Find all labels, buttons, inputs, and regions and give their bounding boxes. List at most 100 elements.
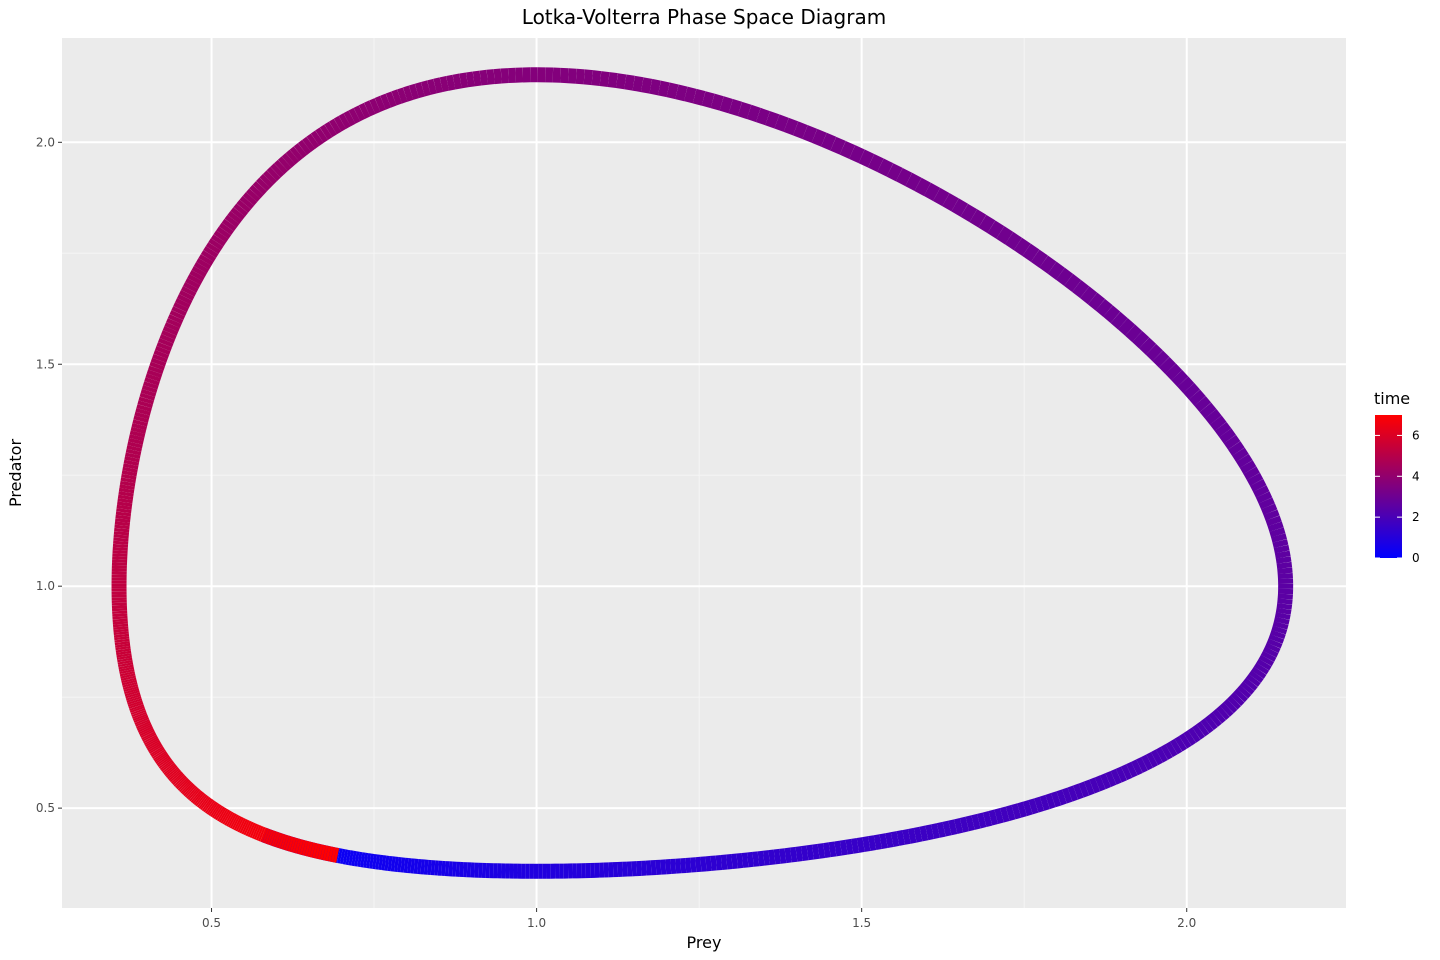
trajectory-segment: [140, 729, 155, 739]
trajectory-segment: [459, 72, 469, 89]
trajectory-segment: [213, 805, 224, 820]
trajectory-segment: [1236, 684, 1252, 699]
trajectory-segment: [180, 781, 193, 794]
trajectory-segment: [811, 843, 820, 860]
trajectory-segment: [218, 222, 234, 236]
trajectory-segment: [123, 459, 140, 467]
trajectory-segment: [599, 71, 610, 87]
trajectory-segment: [567, 68, 577, 84]
trajectory-segment: [779, 848, 787, 864]
trajectory-segment: [1200, 718, 1214, 734]
trajectory-segment: [131, 709, 147, 718]
x-tick-label: 1.0: [527, 916, 546, 930]
trajectory-segment: [1256, 658, 1272, 671]
trajectory-segment: [965, 815, 975, 832]
trajectory-segment: [1089, 777, 1101, 794]
trajectory-segment: [640, 77, 653, 94]
trajectory-segment: [338, 113, 351, 129]
legend-label: 2: [1412, 510, 1420, 524]
trajectory-segment: [353, 105, 366, 122]
trajectory-segment: [1276, 602, 1293, 610]
trajectory-segment: [330, 847, 337, 863]
trajectory-segment: [252, 181, 267, 195]
trajectory-segment: [789, 846, 798, 863]
trajectory-segment: [486, 69, 495, 85]
trajectory-segment: [145, 739, 161, 749]
trajectory-segment: [253, 825, 262, 840]
trajectory-segment: [737, 101, 752, 120]
trajectory-segment: [867, 153, 884, 173]
trajectory-segment: [408, 83, 420, 100]
trajectory-segment: [143, 381, 159, 390]
trajectory-segment: [310, 130, 324, 146]
trajectory-segment: [264, 829, 272, 844]
trajectory-segment: [122, 681, 138, 688]
trajectory-segment: [1145, 343, 1163, 362]
trajectory-segment: [172, 773, 185, 786]
trajectory-segment: [666, 82, 679, 100]
trajectory-segment: [999, 806, 1010, 823]
trajectory-segment: [144, 377, 160, 386]
trajectory-segment: [575, 68, 585, 85]
trajectory-segment: [397, 87, 408, 104]
trajectory-segment: [233, 816, 243, 831]
trajectory-segment: [139, 727, 154, 737]
trajectory-segment: [130, 426, 147, 434]
trajectory-segment: [322, 845, 329, 861]
trajectory-segment: [1233, 688, 1249, 703]
trajectory-segment: [243, 820, 252, 836]
trajectory-segment: [1169, 738, 1183, 755]
trajectory-segment: [348, 107, 361, 124]
trajectory-segment: [905, 172, 922, 191]
trajectory-segment: [213, 230, 229, 243]
trajectory-segment: [185, 278, 201, 289]
trajectory-segment: [157, 756, 171, 768]
trajectory-segment: [210, 234, 226, 247]
trajectory-segment: [131, 423, 148, 431]
trajectory-segment: [168, 769, 182, 781]
x-tick-label: 1.5: [852, 916, 871, 930]
trajectory-segment: [414, 82, 425, 99]
trajectory-segment: [1199, 402, 1217, 419]
legend-title: time: [1374, 389, 1410, 408]
trajectory-segment: [263, 170, 278, 185]
trajectory-segment: [879, 833, 888, 849]
trajectory-segment: [139, 392, 156, 401]
trajectory-segment: [314, 843, 321, 859]
trajectory-segment: [1262, 646, 1279, 658]
trajectory-segment: [1249, 479, 1267, 492]
trajectory-segment: [1078, 781, 1090, 798]
trajectory-segment: [120, 477, 136, 484]
trajectory-segment: [266, 829, 274, 845]
trajectory-segment: [1178, 733, 1192, 749]
trajectory-segment: [125, 448, 142, 456]
trajectory-segment: [138, 726, 154, 735]
trajectory-segment: [839, 140, 856, 159]
trajectory-segment: [1273, 616, 1290, 625]
trajectory-segment: [890, 831, 900, 847]
trajectory-segment: [141, 731, 156, 740]
trajectory-segment: [1136, 756, 1148, 773]
trajectory-segment: [472, 70, 482, 87]
trajectory-segment: [187, 274, 203, 286]
trajectory-segment: [996, 226, 1014, 245]
trajectory-segment: [121, 679, 137, 686]
trajectory-segment: [245, 821, 254, 837]
trajectory-segment: [433, 77, 443, 94]
trajectory-segment: [304, 841, 311, 857]
trajectory-segment: [746, 851, 754, 868]
trajectory-segment: [167, 768, 180, 780]
trajectory-segment: [823, 842, 831, 858]
trajectory-segment: [129, 704, 145, 711]
trajectory-segment: [369, 98, 381, 115]
trajectory-segment: [1017, 801, 1027, 818]
trajectory-segment: [162, 762, 176, 774]
trajectory-segment: [1095, 298, 1113, 317]
trajectory-segment: [1126, 761, 1138, 778]
trajectory-segment: [256, 177, 271, 192]
trajectory-segment: [1258, 497, 1275, 510]
trajectory-segment: [1253, 662, 1270, 675]
trajectory-segment: [1165, 363, 1183, 381]
trajectory-segment: [189, 788, 201, 802]
trajectory-segment: [1131, 759, 1143, 776]
